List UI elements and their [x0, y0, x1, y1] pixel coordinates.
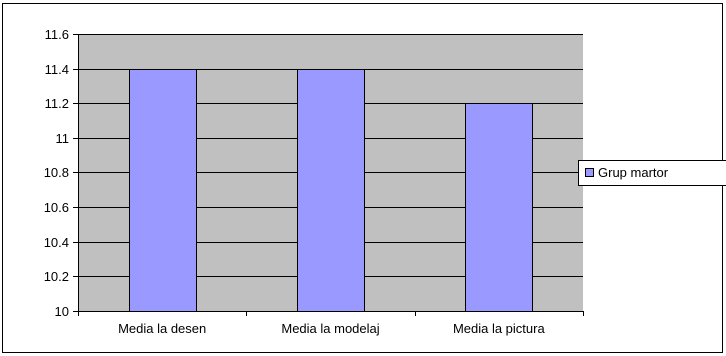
- y-tick-label: 10.8: [44, 165, 69, 180]
- legend-label: Grup martor: [598, 165, 669, 180]
- y-tick-label: 10: [55, 304, 69, 319]
- x-tick-label: Media la modelaj: [281, 321, 379, 336]
- y-tick-label: 11: [56, 131, 70, 146]
- y-tick-label: 11.6: [45, 27, 69, 42]
- x-axis-ticks: Media la desen Media la modelaj Media la p…: [78, 311, 584, 336]
- y-tick-label: 10.6: [44, 200, 69, 215]
- y-tick-label: 10.2: [44, 269, 69, 284]
- y-axis-ticks: 10 10.2 10.4 10.6 10.8 11 11.2 11.4 11.6: [44, 27, 78, 319]
- y-tick-label: 11.4: [45, 62, 69, 77]
- bar: [465, 103, 533, 312]
- bars: [129, 69, 533, 312]
- y-tick-label: 10.4: [44, 235, 69, 250]
- x-tick-label: Media la desen: [118, 321, 206, 336]
- x-tick-label: Media la pictura: [453, 321, 546, 336]
- bar: [129, 69, 197, 312]
- y-tick-label: 11.2: [45, 96, 69, 111]
- legend-swatch: [585, 168, 594, 177]
- legend: Grup martor: [578, 160, 726, 186]
- bar: [297, 69, 365, 312]
